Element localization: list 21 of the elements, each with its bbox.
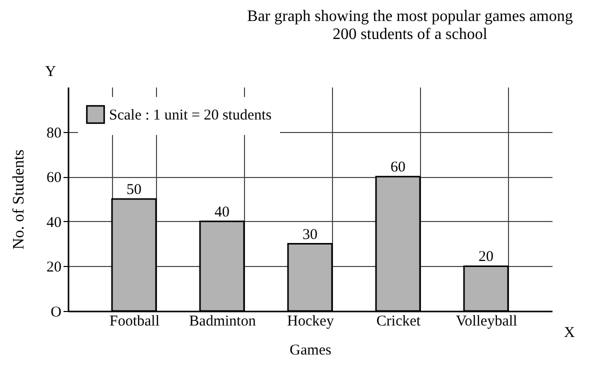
x-tick-label: Cricket: [376, 314, 422, 330]
y-tick-label: 20: [46, 260, 62, 276]
data-label: 60: [390, 160, 406, 176]
text: X: [564, 325, 575, 341]
data-label: 20: [478, 249, 494, 266]
x-tick-label: Volleyball: [456, 314, 518, 330]
y-tick-label: 60: [46, 170, 62, 186]
x-tick-label: Football: [109, 314, 160, 330]
x-tick-label: Badminton: [189, 314, 256, 330]
x-tick-label: Hockey: [287, 314, 334, 330]
chart-title: Bar graph showing the most popular games among 200 students of a school: [247, 8, 573, 43]
data-label: 30: [302, 226, 318, 243]
y-tick-label: 80: [46, 125, 62, 142]
y-tick-label: O: [50, 304, 62, 320]
y-tick-label: 40: [46, 214, 62, 231]
y-axis-title: No. of Students: [10, 150, 28, 250]
legend-label: Scale : 1 unit = 20 students: [109, 108, 272, 124]
data-label: 40: [214, 204, 230, 220]
text: Y: [45, 64, 56, 80]
x-axis-title: Games: [290, 342, 332, 358]
data-label: 50: [126, 182, 142, 198]
